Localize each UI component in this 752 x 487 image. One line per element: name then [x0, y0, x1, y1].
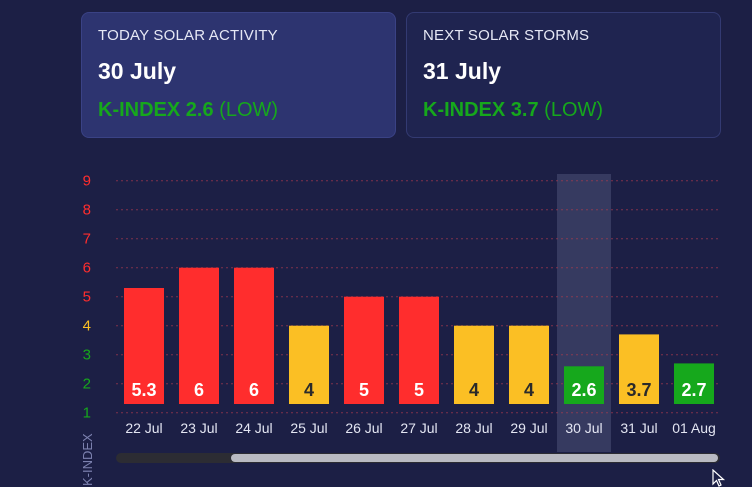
bar-value-label: 4 — [469, 380, 479, 400]
x-tick-label: 26 Jul — [345, 420, 382, 436]
y-tick-label: 5 — [83, 289, 91, 306]
bar-25-jul — [289, 325, 329, 404]
bar-27-jul — [399, 296, 439, 404]
y-tick-label: 6 — [83, 260, 91, 277]
x-tick-label: 01 Aug — [672, 420, 716, 436]
next-card-date: 31 July — [423, 58, 501, 84]
bar-value-label: 5 — [414, 380, 424, 400]
bar-value-label: 5 — [359, 380, 369, 400]
x-tick-label: 23 Jul — [180, 420, 217, 436]
bar-value-label: 2.7 — [681, 380, 706, 400]
x-tick-label: 22 Jul — [125, 420, 162, 436]
highlight-column — [557, 174, 611, 452]
bar-value-label: 5.3 — [131, 380, 156, 400]
bar-value-label: 3.7 — [626, 380, 651, 400]
bar-28-jul — [454, 325, 494, 404]
bar-23-jul — [179, 267, 219, 404]
today-activity-card: TODAY SOLAR ACTIVITY 30 July K-INDEX 2.6… — [81, 12, 396, 138]
bar-30-jul — [564, 366, 604, 404]
bar-value-label: 6 — [194, 380, 204, 400]
chart-scrollbar[interactable] — [116, 453, 720, 463]
next-storms-card: NEXT SOLAR STORMS 31 July K-INDEX 3.7 (L… — [406, 12, 721, 138]
bar-value-label: 6 — [249, 380, 259, 400]
bar-26-jul — [344, 296, 384, 404]
today-kindex-level: (LOW) — [219, 99, 279, 121]
x-tick-label: 30 Jul — [565, 420, 602, 436]
y-tick-label: 7 — [83, 231, 91, 248]
next-kindex-level: (LOW) — [544, 99, 604, 121]
bar-29-jul — [509, 325, 549, 404]
x-tick-label: 31 Jul — [620, 420, 657, 436]
y-tick-label: 3 — [83, 347, 91, 364]
bar-31-jul — [619, 334, 659, 404]
x-tick-label: 25 Jul — [290, 420, 327, 436]
bar-22-jul — [124, 288, 164, 404]
bar-01-aug — [674, 363, 714, 404]
y-tick-label: 2 — [83, 376, 91, 393]
next-kindex-value: K-INDEX 3.7 — [423, 99, 539, 121]
y-tick-label: 4 — [83, 318, 91, 335]
next-card-label: NEXT SOLAR STORMS — [423, 27, 590, 44]
y-tick-label: 8 — [83, 202, 91, 219]
x-tick-label: 27 Jul — [400, 420, 437, 436]
x-tick-label: 29 Jul — [510, 420, 547, 436]
next-card-kindex: K-INDEX 3.7 (LOW) — [423, 99, 704, 122]
bar-value-label: 2.6 — [571, 380, 596, 400]
bar-value-label: 4 — [524, 380, 534, 400]
y-tick-label: 1 — [83, 405, 91, 422]
y-axis-label: K-INDEX — [80, 433, 95, 486]
bar-value-label: 4 — [304, 380, 314, 400]
today-card-kindex: K-INDEX 2.6 (LOW) — [98, 99, 379, 122]
today-kindex-value: K-INDEX 2.6 — [98, 99, 214, 121]
x-tick-label: 24 Jul — [235, 420, 272, 436]
mouse-cursor-icon — [712, 469, 726, 487]
bar-24-jul — [234, 267, 274, 404]
chart-scrollbar-thumb[interactable] — [231, 454, 718, 462]
x-tick-label: 28 Jul — [455, 420, 492, 436]
today-card-label: TODAY SOLAR ACTIVITY — [98, 27, 278, 44]
y-tick-label: 9 — [83, 173, 91, 190]
today-card-date: 30 July — [98, 58, 176, 84]
